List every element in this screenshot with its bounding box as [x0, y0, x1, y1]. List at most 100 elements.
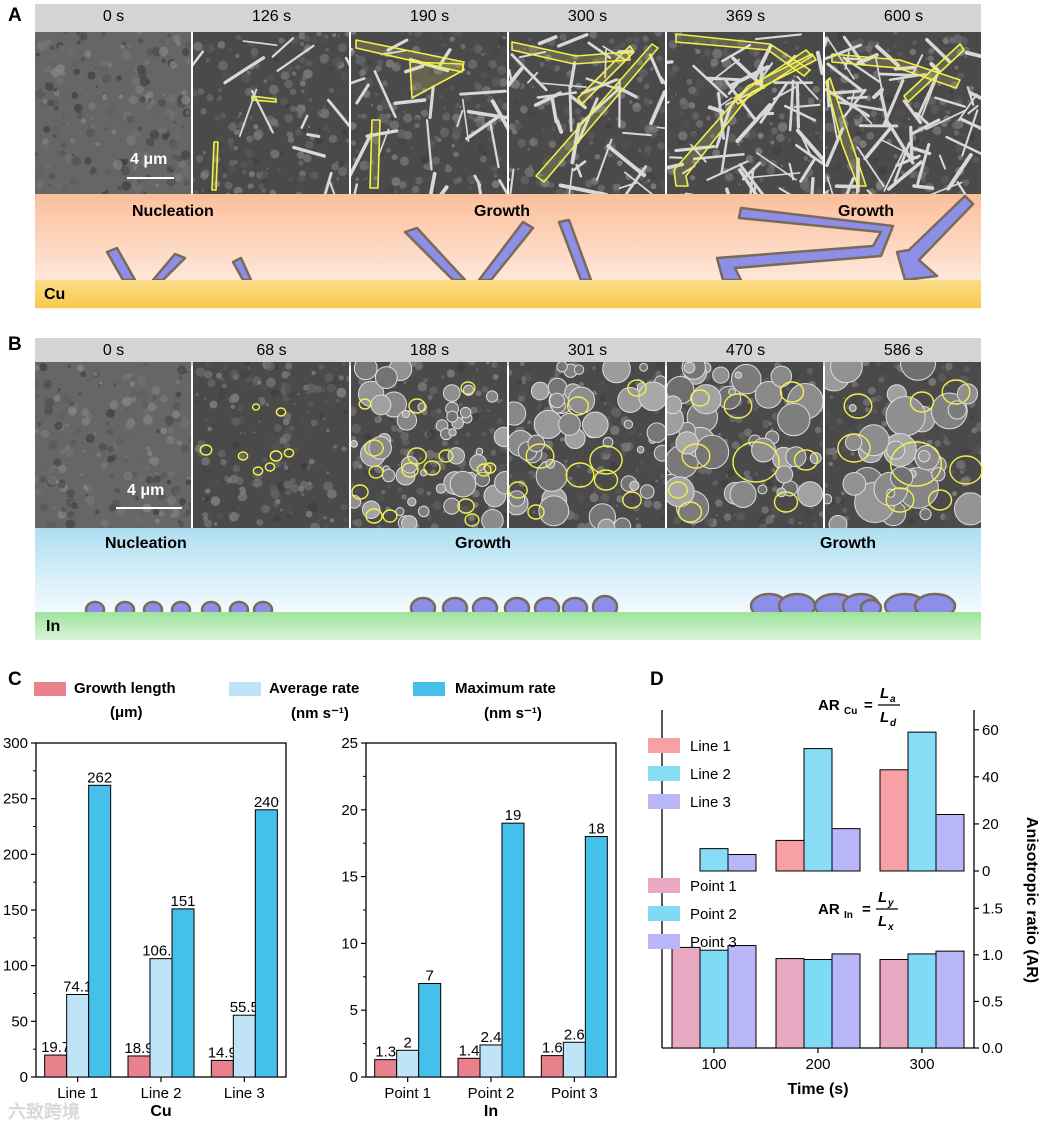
bar	[832, 829, 860, 871]
legend-label: Line 3	[690, 794, 731, 811]
y-axis-label: Anisotropic ratio (AR)	[1023, 817, 1039, 983]
legend-swatch	[648, 738, 680, 753]
x-axis-label: Time (s)	[787, 1081, 848, 1098]
in-substrate	[35, 612, 981, 640]
bar	[728, 946, 756, 1048]
bar	[397, 1050, 419, 1077]
bar	[804, 960, 832, 1048]
x-tick-label: 100	[701, 1056, 726, 1073]
ar-in-formula: AR In = L y L x	[818, 889, 898, 933]
legend-swatch	[648, 906, 680, 921]
bar	[375, 1060, 397, 1077]
legend-swatch-growth-length	[34, 682, 66, 696]
y-tick-label: 0.5	[982, 993, 1003, 1010]
bar	[541, 1056, 563, 1077]
bar-value-label: 1.3	[375, 1044, 396, 1061]
legend-unit: (μm)	[110, 704, 143, 721]
y-tick-label: 1.0	[982, 947, 1003, 964]
nanowire-outlines	[0, 0, 1039, 200]
bar-value-label: 18	[588, 821, 605, 838]
bar	[502, 823, 524, 1077]
x-axis-label: In	[484, 1103, 498, 1120]
ar-sub: Cu	[844, 706, 857, 717]
bar-value-label: 74.1	[63, 979, 92, 996]
panel-c-letter: C	[8, 669, 22, 691]
ar-sub: In	[844, 910, 853, 921]
bar-value-label: 19	[505, 807, 522, 824]
bar-value-label: 55.5	[230, 999, 259, 1016]
bar	[172, 909, 194, 1077]
bar	[880, 770, 908, 871]
y-tick-label: 40	[982, 769, 999, 786]
legend-swatch-average-rate	[229, 682, 261, 696]
y-tick-label: 20	[982, 816, 999, 833]
legend-swatch	[648, 766, 680, 781]
y-tick-label: 1.5	[982, 900, 1003, 917]
bar	[776, 840, 804, 871]
x-tick-label: Point 2	[468, 1085, 515, 1102]
bar-value-label: 1.6	[542, 1040, 563, 1057]
cu-substrate	[35, 280, 981, 308]
y-tick-label: 15	[341, 869, 358, 886]
stage-label-nucleation: Nucleation	[132, 203, 214, 221]
bar	[936, 951, 964, 1048]
bar	[672, 947, 700, 1048]
bar	[211, 1060, 233, 1077]
x-tick-label: Line 2	[141, 1085, 182, 1102]
bar-value-label: 262	[87, 769, 112, 786]
legend-label: Growth length	[74, 680, 176, 697]
legend-unit: (nm s⁻¹)	[291, 704, 349, 722]
legend-swatch	[648, 794, 680, 809]
ar-den-sub: d	[890, 718, 897, 729]
x-tick-label: Line 3	[224, 1085, 265, 1102]
bar	[908, 954, 936, 1048]
bar	[832, 954, 860, 1048]
bar	[255, 810, 277, 1077]
y-tick-label: 0.0	[982, 1040, 1003, 1057]
legend-label: Point 2	[690, 906, 737, 923]
y-tick-label: 0	[982, 863, 990, 880]
bar	[45, 1055, 67, 1077]
bar	[700, 950, 728, 1048]
x-axis-label: Cu	[150, 1103, 171, 1120]
bar-value-label: 1.4	[459, 1042, 480, 1059]
y-tick-label: 150	[3, 902, 28, 919]
ar-num: L	[880, 685, 889, 702]
x-tick-label: 200	[805, 1056, 830, 1073]
bar	[585, 837, 607, 1077]
legend-unit: (nm s⁻¹)	[484, 704, 542, 722]
y-tick-label: 100	[3, 958, 28, 975]
y-tick-label: 250	[3, 791, 28, 808]
legend-label: Line 2	[690, 766, 731, 783]
y-tick-label: 60	[982, 722, 999, 739]
bar	[480, 1045, 502, 1077]
droplet-outlines	[0, 350, 1039, 550]
legend-label: Point 3	[690, 934, 737, 951]
x-tick-label: Point 1	[384, 1085, 431, 1102]
substrate-label: Cu	[44, 286, 65, 304]
chart-anisotropic-ratio: AR Cu = L a L d AR In = L y L x 0204060L…	[620, 670, 1039, 1127]
bar	[128, 1056, 150, 1077]
y-tick-label: 300	[3, 735, 28, 752]
bar	[880, 960, 908, 1048]
x-tick-label: Point 3	[551, 1085, 598, 1102]
y-tick-label: 5	[350, 1002, 358, 1019]
legend-swatch	[648, 934, 680, 949]
stage-label-growth: Growth	[474, 203, 530, 221]
bar	[233, 1015, 255, 1077]
bar	[728, 855, 756, 871]
stage-label-growth: Growth	[838, 203, 894, 221]
bar-value-label: 19.7	[41, 1039, 70, 1056]
eq: =	[864, 697, 873, 714]
bar	[563, 1042, 585, 1077]
bar	[67, 995, 89, 1077]
y-tick-label: 50	[11, 1013, 28, 1030]
bar-value-label: 18.9	[124, 1040, 153, 1057]
eq: =	[862, 901, 871, 918]
ar-den: L	[880, 709, 889, 726]
bar	[458, 1058, 480, 1077]
substrate-label: In	[46, 618, 60, 636]
bar	[89, 785, 111, 1077]
bar-value-label: 2.6	[564, 1026, 585, 1043]
